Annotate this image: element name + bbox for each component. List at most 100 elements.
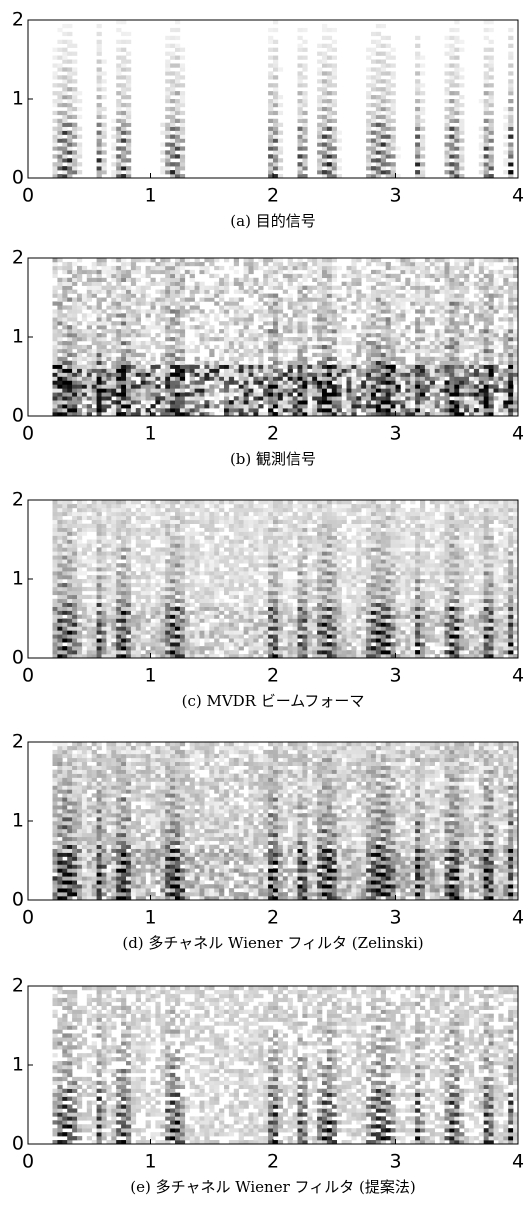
spectrogram-cell xyxy=(391,337,396,341)
spectrogram-cell xyxy=(175,373,180,377)
spectrogram-cell xyxy=(278,282,283,286)
spectrogram-cell xyxy=(317,377,322,381)
spectrogram-cell xyxy=(288,373,293,377)
spectrogram-cell xyxy=(121,547,126,551)
spectrogram-cell xyxy=(391,369,396,373)
spectrogram-cell xyxy=(258,294,263,298)
spectrogram-cell xyxy=(209,262,214,266)
spectrogram-cell xyxy=(175,333,180,337)
spectrogram-cell xyxy=(141,615,146,619)
spectrogram-cell xyxy=(106,579,111,583)
spectrogram-cell xyxy=(57,408,62,412)
spectrogram-cell xyxy=(82,622,87,626)
spectrogram-cell xyxy=(175,258,180,262)
spectrogram-cell xyxy=(454,142,459,146)
spectrogram-cell xyxy=(175,20,180,24)
spectrogram-cell xyxy=(72,400,77,404)
spectrogram-cell xyxy=(494,309,499,313)
spectrogram-cell xyxy=(67,400,72,404)
spectrogram-cell xyxy=(136,528,141,532)
spectrogram-cell xyxy=(503,384,508,388)
spectrogram-cell xyxy=(322,349,327,353)
spectrogram-cell xyxy=(92,333,97,337)
spectrogram-cell xyxy=(102,567,107,571)
spectrogram-cell xyxy=(508,329,513,333)
spectrogram-cell xyxy=(160,567,165,571)
spectrogram-cell xyxy=(327,162,332,166)
spectrogram-cell xyxy=(53,377,58,381)
spectrogram-cell xyxy=(366,357,371,361)
spectrogram-cell xyxy=(214,361,219,365)
spectrogram-cell xyxy=(244,341,249,345)
spectrogram-cell xyxy=(53,504,58,508)
spectrogram-cell xyxy=(464,400,469,404)
spectrogram-cell xyxy=(77,630,82,634)
spectrogram-cell xyxy=(459,270,464,274)
spectrogram-cell xyxy=(332,103,337,107)
spectrogram-cell xyxy=(116,579,121,583)
spectrogram-cell xyxy=(67,52,72,56)
spectrogram-cell xyxy=(155,396,160,400)
spectrogram-cell xyxy=(72,638,77,642)
spectrogram-cell xyxy=(386,115,391,119)
spectrogram-cell xyxy=(386,56,391,60)
spectrogram-cell xyxy=(381,400,386,404)
spectrogram-cell xyxy=(302,127,307,131)
spectrogram-cell xyxy=(97,622,102,626)
spectrogram-cell xyxy=(209,388,214,392)
spectrogram-cell xyxy=(57,139,62,143)
spectrogram-cell xyxy=(141,329,146,333)
spectrogram-cell xyxy=(454,313,459,317)
spectrogram-cell xyxy=(170,595,175,599)
spectrogram-cell xyxy=(312,353,317,357)
spectrogram-cell xyxy=(415,392,420,396)
spectrogram-cell xyxy=(72,396,77,400)
spectrogram-cell xyxy=(62,524,67,528)
spectrogram-cell xyxy=(175,404,180,408)
spectrogram-cell xyxy=(141,345,146,349)
spectrogram-cell xyxy=(312,309,317,313)
spectrogram-cell xyxy=(102,333,107,337)
spectrogram-cell xyxy=(508,404,513,408)
spectrogram-cell xyxy=(111,119,116,123)
spectrogram-cell xyxy=(180,587,185,591)
spectrogram-cell xyxy=(317,329,322,333)
spectrogram-cell xyxy=(464,282,469,286)
spectrogram-cell xyxy=(229,349,234,353)
spectrogram-cell xyxy=(249,313,254,317)
spectrogram-cell xyxy=(322,154,327,158)
spectrogram-cell xyxy=(508,36,513,40)
spectrogram-cell xyxy=(72,543,77,547)
spectrogram-cell xyxy=(53,579,58,583)
spectrogram-cell xyxy=(351,380,356,384)
spectrogram-cell xyxy=(268,388,273,392)
spectrogram-cell xyxy=(459,103,464,107)
spectrogram-cell xyxy=(180,56,185,60)
spectrogram-cell xyxy=(146,349,151,353)
spectrogram-cell xyxy=(479,392,484,396)
spectrogram-cell xyxy=(77,587,82,591)
spectrogram-cell xyxy=(170,154,175,158)
spectrogram-cell xyxy=(175,270,180,274)
spectrogram-cell xyxy=(288,266,293,270)
spectrogram-cell xyxy=(170,317,175,321)
spectrogram-cell xyxy=(97,341,102,345)
spectrogram-cell xyxy=(293,341,298,345)
spectrogram-cell xyxy=(327,369,332,373)
spectrogram-cell xyxy=(239,380,244,384)
spectrogram-cell xyxy=(180,325,185,329)
spectrogram-cell xyxy=(381,282,386,286)
spectrogram-cell xyxy=(97,135,102,139)
spectrogram-cell xyxy=(386,337,391,341)
spectrogram-cell xyxy=(400,345,405,349)
spectrogram-cell xyxy=(386,380,391,384)
spectrogram-cell xyxy=(97,508,102,512)
spectrogram-cell xyxy=(391,107,396,111)
spectrogram-cell xyxy=(131,282,136,286)
spectrogram-cell xyxy=(459,258,464,262)
spectrogram-cell xyxy=(77,392,82,396)
spectrogram-cell xyxy=(131,603,136,607)
spectrogram-cell xyxy=(479,278,484,282)
spectrogram-cell xyxy=(72,357,77,361)
spectrogram-cell xyxy=(175,384,180,388)
